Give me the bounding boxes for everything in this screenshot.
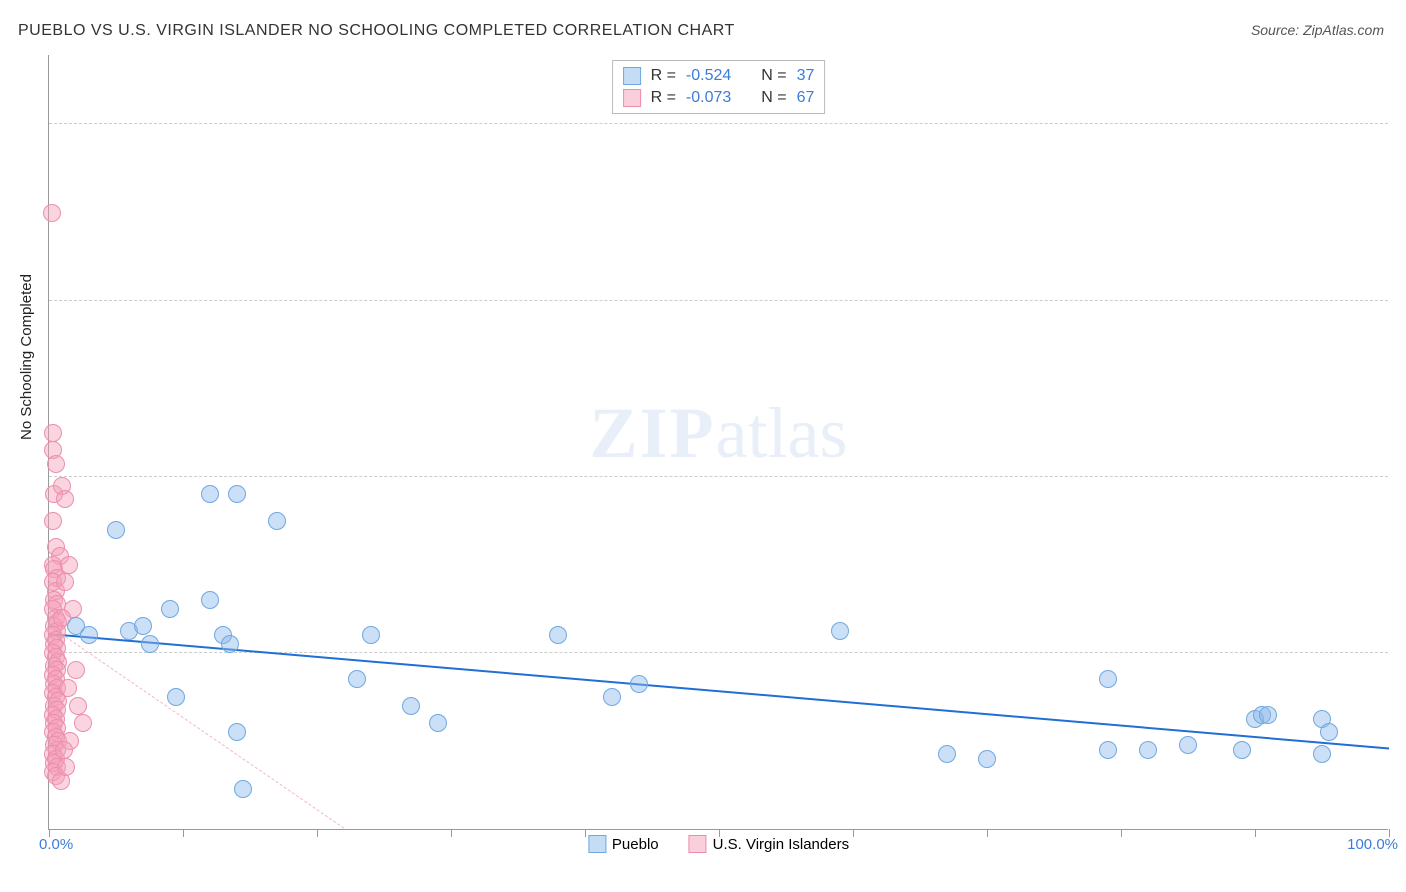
scatter-point [161,600,179,618]
scatter-point [134,617,152,635]
source-attribution: Source: ZipAtlas.com [1251,22,1384,38]
legend-bottom-swatch-0 [588,835,606,853]
x-axis-tick [719,829,720,837]
x-axis-tick [451,829,452,837]
legend-item-1: U.S. Virgin Islanders [689,835,849,853]
scatter-point [549,626,567,644]
scatter-point [44,512,62,530]
scatter-point [234,780,252,798]
scatter-point [1139,741,1157,759]
legend-row-0: R = -0.524 N = 37 [623,65,815,87]
x-axis-tick [585,829,586,837]
scatter-point [429,714,447,732]
x-axis-tick [1389,829,1390,837]
scatter-point [1259,706,1277,724]
y-axis-title: No Schooling Completed [18,274,35,440]
scatter-point [1320,723,1338,741]
scatter-point [141,635,159,653]
n-value-1: 67 [797,89,815,107]
scatter-point [201,485,219,503]
gridline-h [49,123,1388,124]
x-axis-tick [183,829,184,837]
watermark: ZIPatlas [590,392,848,475]
legend-item-0: Pueblo [588,835,659,853]
gridline-h [49,300,1388,301]
scatter-point [201,591,219,609]
scatter-point [630,675,648,693]
scatter-point [59,679,77,697]
scatter-point [221,635,239,653]
trend-line-0 [49,633,1389,749]
scatter-point [268,512,286,530]
scatter-point [67,661,85,679]
legend-correlation: R = -0.524 N = 37 R = -0.073 N = 67 [612,60,826,114]
scatter-point [167,688,185,706]
watermark-bold: ZIP [590,393,716,473]
n-value-0: 37 [797,67,815,85]
legend-row-1: R = -0.073 N = 67 [623,87,815,109]
scatter-point [55,741,73,759]
r-value-0: -0.524 [686,67,731,85]
scatter-point [43,204,61,222]
x-axis-tick [1255,829,1256,837]
x-axis-tick [853,829,854,837]
scatter-point [1099,741,1117,759]
scatter-point [362,626,380,644]
r-label-1: R = [651,89,676,107]
scatter-point [56,573,74,591]
scatter-point [603,688,621,706]
scatter-point [402,697,420,715]
x-axis-tick [1121,829,1122,837]
scatter-point [44,424,62,442]
scatter-point [978,750,996,768]
n-label-0: N = [761,67,786,85]
x-axis-tick [317,829,318,837]
legend-swatch-0 [623,67,641,85]
scatter-point [107,521,125,539]
legend-swatch-1 [623,89,641,107]
scatter-point [938,745,956,763]
gridline-h [49,476,1388,477]
plot-area: ZIPatlas R = -0.524 N = 37 R = -0.073 N … [48,55,1388,830]
scatter-point [56,490,74,508]
scatter-point [1313,745,1331,763]
scatter-point [228,723,246,741]
scatter-point [74,714,92,732]
x-axis-tick [987,829,988,837]
scatter-point [47,455,65,473]
x-axis-tick [49,829,50,837]
x-axis-label-max: 100.0% [1347,836,1398,853]
scatter-point [1099,670,1117,688]
scatter-point [57,758,75,776]
legend-bottom-label-1: U.S. Virgin Islanders [713,836,849,853]
watermark-rest: atlas [716,393,848,473]
n-label-1: N = [761,89,786,107]
r-value-1: -0.073 [686,89,731,107]
scatter-point [1233,741,1251,759]
legend-series: Pueblo U.S. Virgin Islanders [588,835,849,853]
chart-title: PUEBLO VS U.S. VIRGIN ISLANDER NO SCHOOL… [18,22,735,40]
scatter-point [80,626,98,644]
scatter-point [348,670,366,688]
scatter-point [831,622,849,640]
scatter-point [1179,736,1197,754]
legend-bottom-swatch-1 [689,835,707,853]
r-label-0: R = [651,67,676,85]
legend-bottom-label-0: Pueblo [612,836,659,853]
scatter-point [228,485,246,503]
scatter-point [69,697,87,715]
scatter-point [60,556,78,574]
x-axis-label-min: 0.0% [39,836,73,853]
